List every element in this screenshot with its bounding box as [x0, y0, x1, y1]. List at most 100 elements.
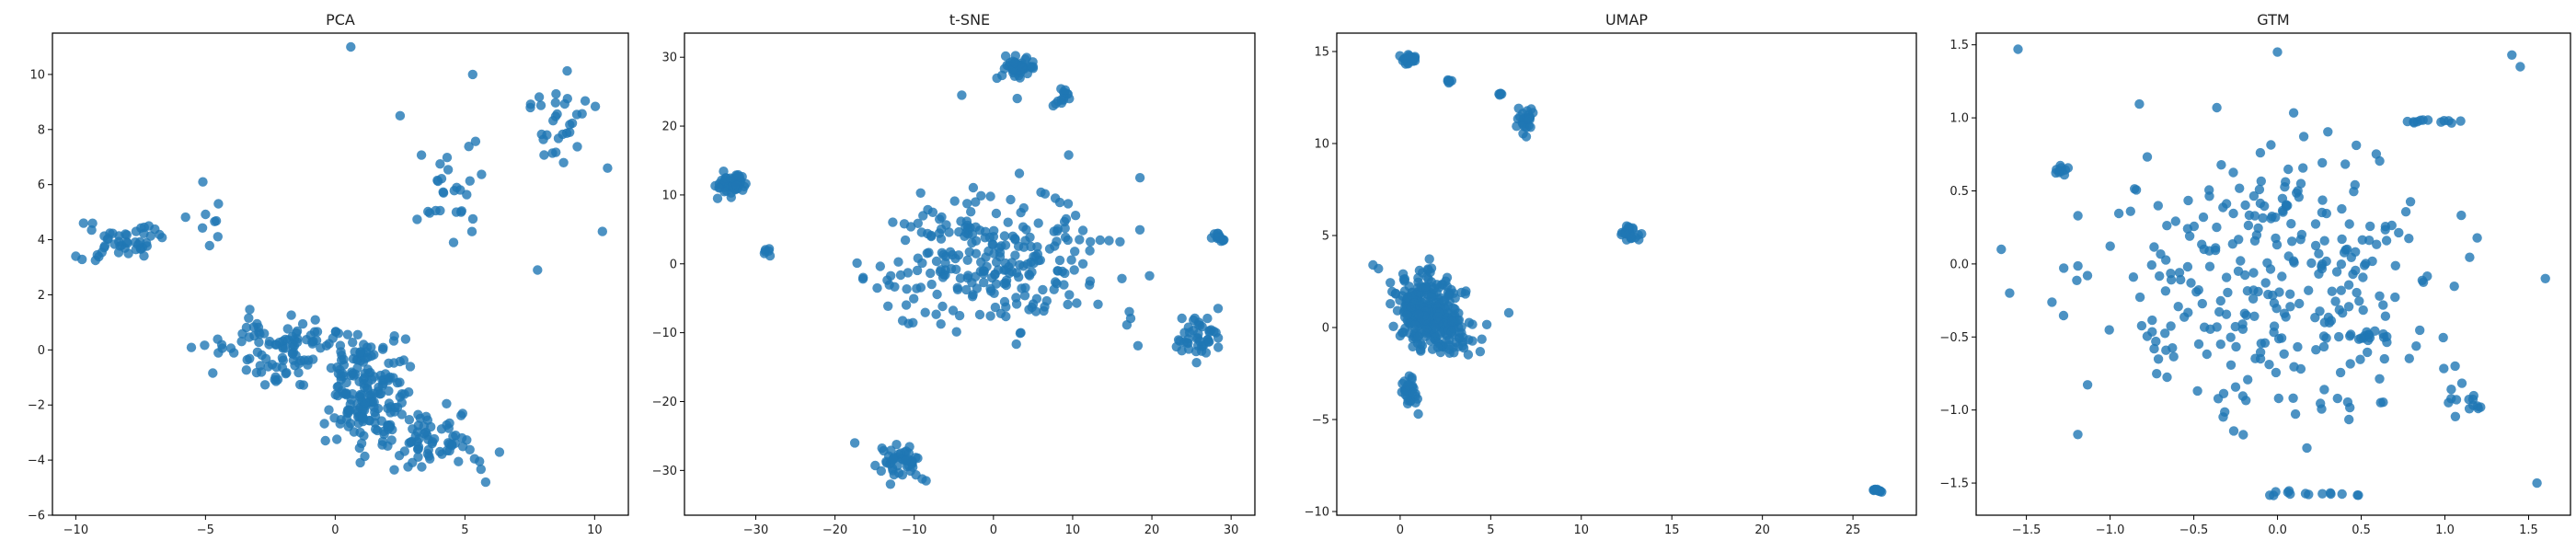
scatter-point-pca — [254, 337, 264, 348]
scatter-point-tsne — [931, 309, 941, 319]
scatter-point-pca — [552, 109, 562, 120]
scatter-point-tsne — [875, 261, 885, 271]
scatter-point-tsne — [941, 220, 951, 230]
scatter-point-gtm — [2354, 296, 2364, 306]
scatter-point-gtm — [2272, 47, 2283, 57]
scatter-point-gtm — [2449, 282, 2459, 292]
scatter-point-gtm — [2204, 185, 2214, 195]
scatter-point-tsne — [966, 207, 976, 217]
scatter-point-gtm — [2128, 272, 2139, 282]
scatter-point-tsne — [990, 270, 1000, 280]
scatter-point-pca — [403, 462, 413, 472]
scatter-point-gtm — [2264, 360, 2274, 370]
scatter-point-pca — [558, 157, 569, 167]
scatter-point-tsne — [1190, 346, 1202, 357]
scatter-point-gtm — [2364, 236, 2375, 246]
scatter-point-gtm — [2156, 249, 2166, 259]
x-tick-label-gtm: 0.5 — [2352, 523, 2371, 537]
scatter-point-pca — [277, 352, 288, 363]
scatter-point-pca — [355, 348, 365, 358]
scatter-point-pca — [336, 355, 347, 365]
scatter-point-gtm — [2146, 259, 2156, 270]
scatter-point-tsne — [712, 193, 723, 203]
scatter-point-gtm — [2013, 44, 2023, 54]
scatter-point-tsne — [1040, 189, 1051, 199]
scatter-point-pca — [562, 65, 572, 76]
scatter-point-pca — [525, 102, 535, 113]
scatter-point-tsne — [893, 257, 903, 267]
scatter-point-pca — [603, 163, 613, 173]
scatter-point-pca — [355, 392, 365, 402]
y-tick-label-umap: −5 — [1312, 414, 1329, 428]
scatter-point-pca — [476, 464, 486, 475]
scatter-point-umap — [1475, 347, 1486, 357]
scatter-point-pca — [309, 327, 320, 337]
scatter-point-tsne — [999, 231, 1010, 241]
scatter-point-gtm — [2444, 397, 2454, 408]
scatter-point-gtm — [2170, 216, 2180, 226]
scatter-point-gtm — [2294, 298, 2305, 309]
scatter-point-gtm — [2248, 190, 2260, 201]
scatter-point-gtm — [2310, 219, 2321, 229]
scatter-point-pca — [131, 245, 141, 255]
scatter-point-gtm — [2337, 489, 2347, 500]
scatter-point-gtm — [2269, 328, 2279, 338]
scatter-point-gtm — [2082, 270, 2093, 281]
scatter-point-tsne — [1054, 255, 1065, 266]
scatter-point-tsne — [1194, 336, 1205, 346]
scatter-point-gtm — [2317, 261, 2327, 271]
x-tick-label-tsne: 20 — [1144, 523, 1160, 537]
point-group-gtm — [1996, 44, 2550, 500]
scatter-point-tsne — [1093, 299, 1103, 309]
scatter-point-pca — [577, 109, 587, 119]
scatter-point-pca — [87, 218, 98, 228]
scatter-point-pca — [590, 101, 601, 111]
scatter-point-pca — [329, 413, 339, 423]
scatter-point-pca — [320, 435, 330, 446]
scatter-point-gtm — [2113, 208, 2124, 219]
scatter-point-pca — [559, 98, 569, 109]
scatter-point-pca — [201, 209, 211, 220]
scatter-point-gtm — [2465, 252, 2475, 262]
scatter-point-gtm — [2254, 184, 2265, 195]
scatter-point-gtm — [2381, 236, 2392, 246]
scatter-point-tsne — [1017, 63, 1028, 74]
scatter-point-pca — [281, 369, 291, 379]
scatter-point-gtm — [2363, 347, 2373, 358]
scatter-point-gtm — [2236, 256, 2246, 266]
scatter-point-tsne — [999, 296, 1010, 307]
scatter-point-pca — [597, 226, 607, 236]
scatter-point-umap — [1525, 122, 1535, 132]
scatter-point-gtm — [2340, 159, 2351, 169]
scatter-point-pca — [333, 328, 344, 339]
scatter-point-tsne — [915, 188, 926, 198]
scatter-point-gtm — [2220, 407, 2230, 417]
scatter-point-gtm — [2436, 117, 2446, 127]
scatter-point-gtm — [2240, 200, 2250, 211]
scatter-point-gtm — [2532, 477, 2542, 489]
scatter-point-tsne — [967, 229, 978, 239]
scatter-point-pca — [442, 153, 453, 163]
scatter-point-tsne — [1050, 277, 1061, 287]
scatter-point-tsne — [719, 175, 730, 186]
scatter-point-umap — [1514, 111, 1525, 122]
scatter-point-pca — [377, 440, 387, 450]
scatter-point-pca — [186, 342, 197, 352]
scatter-point-gtm — [2346, 252, 2356, 262]
scatter-point-tsne — [1022, 259, 1033, 270]
scatter-point-tsne — [1072, 298, 1082, 308]
scatter-point-tsne — [949, 196, 960, 206]
scatter-point-tsne — [1191, 358, 1202, 368]
scatter-point-pca — [413, 452, 423, 462]
scatter-point-pca — [123, 248, 133, 259]
scatter-point-tsne — [1177, 346, 1187, 356]
scatter-point-pca — [293, 337, 303, 348]
panel-title-tsne: t-SNE — [949, 11, 990, 29]
scatter-point-pca — [467, 69, 477, 80]
scatter-point-tsne — [890, 282, 900, 292]
scatter-point-gtm — [2173, 302, 2183, 312]
scatter-point-pca — [303, 360, 313, 370]
scatter-point-tsne — [1085, 246, 1095, 256]
scatter-point-gtm — [2540, 273, 2550, 283]
scatter-point-gtm — [2225, 360, 2237, 370]
